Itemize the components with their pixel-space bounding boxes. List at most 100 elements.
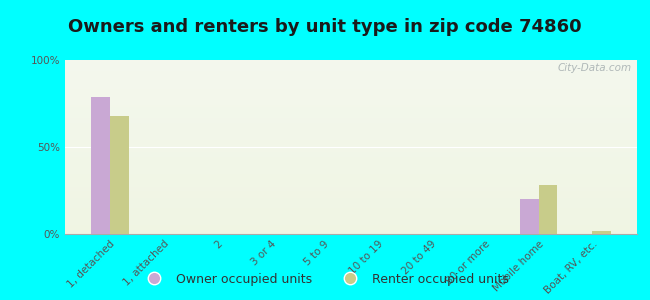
Bar	[65, 196, 637, 197]
Bar	[65, 166, 637, 167]
Bar	[65, 161, 637, 162]
Bar	[65, 179, 637, 180]
Bar	[65, 199, 637, 200]
Bar	[65, 198, 637, 199]
Bar	[65, 86, 637, 87]
Bar	[65, 106, 637, 107]
Bar	[65, 172, 637, 173]
Text: City-Data.com: City-Data.com	[557, 64, 631, 74]
Bar	[65, 126, 637, 127]
Bar	[65, 139, 637, 140]
Bar	[65, 194, 637, 195]
Bar	[65, 133, 637, 134]
Bar	[65, 72, 637, 73]
Bar	[65, 214, 637, 215]
Bar	[65, 200, 637, 201]
Bar	[65, 176, 637, 177]
Bar	[65, 233, 637, 234]
Bar	[65, 150, 637, 151]
Bar	[65, 186, 637, 187]
Bar	[65, 66, 637, 67]
Bar	[65, 112, 637, 113]
Bar	[65, 149, 637, 150]
Bar	[65, 205, 637, 206]
Bar	[65, 89, 637, 90]
Bar	[65, 207, 637, 208]
Bar	[65, 184, 637, 185]
Bar	[65, 137, 637, 138]
Bar	[65, 107, 637, 108]
Bar	[65, 193, 637, 194]
Bar	[65, 115, 637, 116]
Bar	[65, 128, 637, 129]
Bar	[65, 180, 637, 181]
Bar	[65, 120, 637, 121]
Bar	[65, 102, 637, 103]
Bar	[65, 92, 637, 93]
Bar	[65, 85, 637, 86]
Bar	[65, 110, 637, 111]
Bar	[65, 105, 637, 106]
Bar	[65, 130, 637, 131]
Bar	[65, 204, 637, 205]
Bar	[65, 226, 637, 227]
Bar	[65, 84, 637, 85]
Bar	[65, 216, 637, 217]
Bar	[65, 62, 637, 63]
Bar	[65, 202, 637, 203]
Bar	[65, 167, 637, 168]
Bar	[65, 169, 637, 170]
Bar	[65, 101, 637, 102]
Bar	[65, 104, 637, 105]
Bar	[65, 175, 637, 176]
Bar	[65, 132, 637, 133]
Bar	[65, 76, 637, 77]
Bar	[65, 164, 637, 165]
Bar	[65, 60, 637, 61]
Bar	[65, 97, 637, 98]
Bar	[65, 82, 637, 83]
Bar	[65, 87, 637, 88]
Bar	[539, 185, 558, 234]
Bar	[65, 95, 637, 96]
Bar	[65, 165, 637, 166]
Bar	[65, 136, 637, 137]
Legend: Owner occupied units, Renter occupied units: Owner occupied units, Renter occupied un…	[136, 268, 514, 291]
Bar	[65, 122, 637, 123]
Bar	[65, 119, 637, 120]
Bar	[65, 222, 637, 223]
Bar	[65, 190, 637, 191]
Bar	[65, 189, 637, 190]
Bar	[65, 185, 637, 186]
Bar	[65, 206, 637, 207]
Bar	[65, 177, 637, 178]
Bar	[592, 230, 611, 234]
Bar	[65, 118, 637, 119]
Bar	[65, 223, 637, 224]
Bar	[91, 97, 110, 234]
Bar	[65, 93, 637, 94]
Bar	[65, 228, 637, 229]
Bar	[65, 211, 637, 212]
Bar	[65, 215, 637, 216]
Bar	[65, 138, 637, 139]
Bar	[65, 61, 637, 62]
Bar	[65, 155, 637, 156]
Bar	[65, 74, 637, 75]
Bar	[65, 173, 637, 174]
Bar	[65, 192, 637, 193]
Bar	[65, 91, 637, 92]
Bar	[65, 65, 637, 66]
Bar	[65, 98, 637, 99]
Bar	[65, 81, 637, 82]
Bar	[65, 69, 637, 70]
Bar	[65, 183, 637, 184]
Bar	[65, 191, 637, 192]
Bar	[65, 143, 637, 144]
Bar	[65, 210, 637, 211]
Bar	[65, 142, 637, 143]
Bar	[65, 225, 637, 226]
Bar	[65, 116, 637, 117]
Bar	[65, 109, 637, 110]
Bar	[65, 125, 637, 126]
